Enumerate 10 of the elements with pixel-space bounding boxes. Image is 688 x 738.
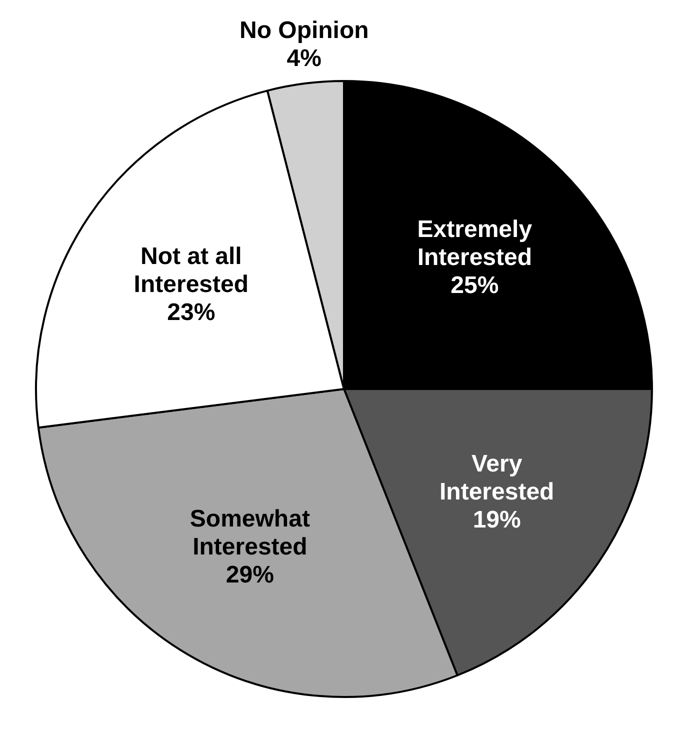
- slice-label: Somewhat Interested: [190, 506, 310, 561]
- data-label: 23%: [167, 298, 216, 326]
- slice-label: Not at all Interested: [134, 242, 249, 298]
- data-label: 29%: [226, 562, 274, 589]
- data-label: 19%: [472, 506, 521, 534]
- slice-label: Extremely Interested: [417, 216, 533, 271]
- data-label: 4%: [286, 45, 322, 72]
- slice-label: No Opinion: [239, 17, 369, 44]
- data-label: 25%: [450, 272, 499, 299]
- slice-label: Very Interested: [439, 450, 554, 506]
